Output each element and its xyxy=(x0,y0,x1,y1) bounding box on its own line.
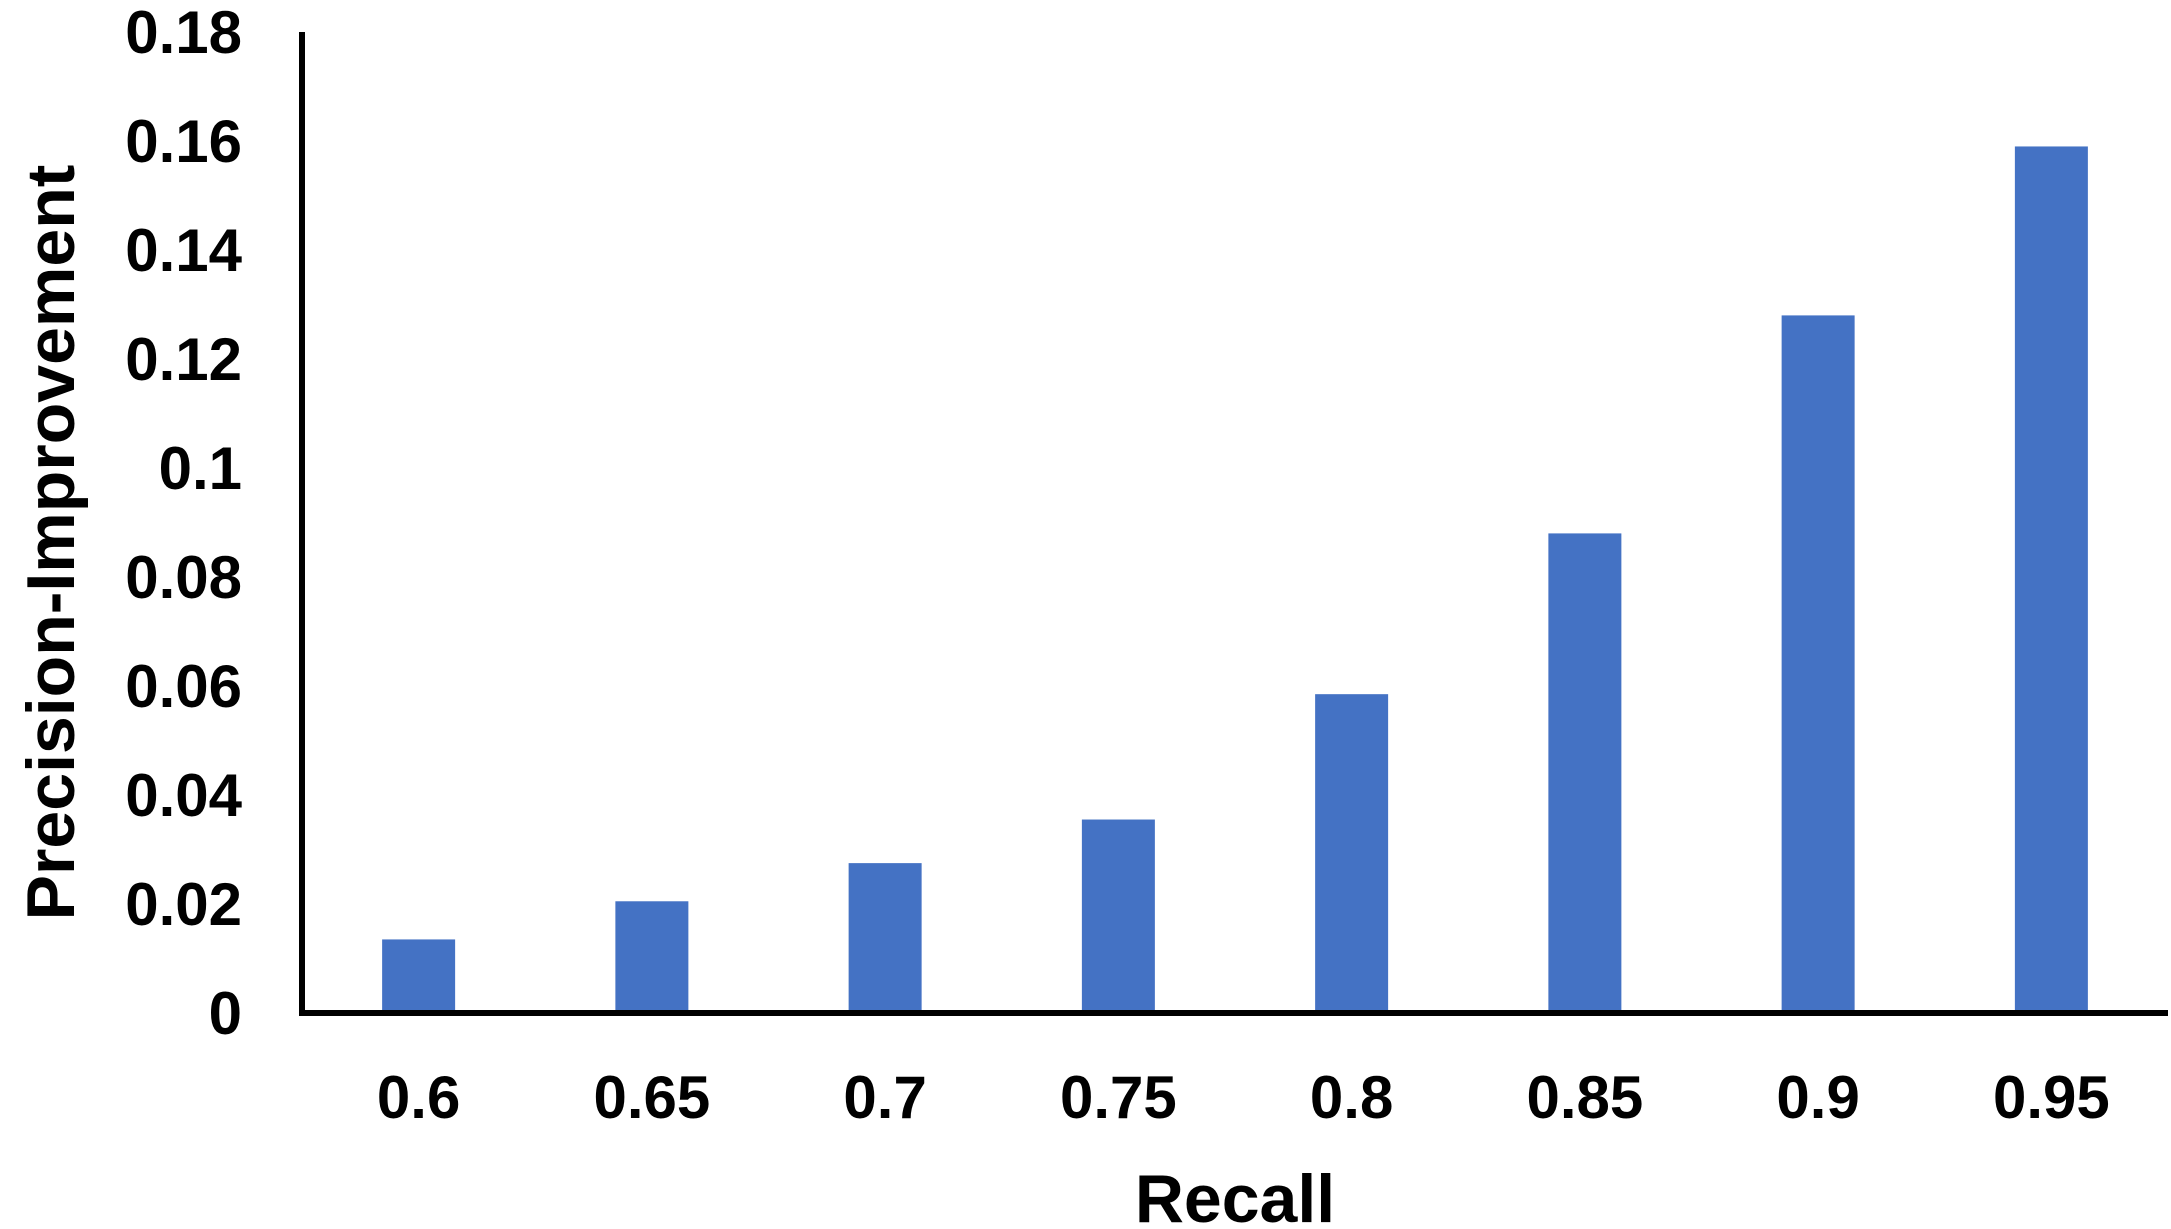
y-tick-label: 0.16 xyxy=(125,108,242,175)
x-tick-label: 0.65 xyxy=(593,1064,710,1131)
y-tick-label: 0.06 xyxy=(125,653,242,720)
x-tick-label: 0.9 xyxy=(1776,1064,1859,1131)
bars-group xyxy=(382,146,2088,1013)
y-tick-label: 0.02 xyxy=(125,871,242,938)
y-tick-label: 0.08 xyxy=(125,544,242,611)
x-tick-label: 0.7 xyxy=(843,1064,926,1131)
bar-0.6 xyxy=(382,939,456,1013)
x-tick-label: 0.8 xyxy=(1310,1064,1393,1131)
y-axis-title: Precision-Improvement xyxy=(13,165,89,921)
x-tick-label: 0.85 xyxy=(1526,1064,1643,1131)
y-tick-labels: 0 0.02 0.04 0.06 0.08 0.1 0.12 0.14 0.16 0.18 xyxy=(125,0,242,1047)
x-tick-label: 0.6 xyxy=(377,1064,460,1131)
bar-0.7 xyxy=(848,863,922,1013)
bar-0.95 xyxy=(2014,146,2088,1013)
bar-0.65 xyxy=(615,901,689,1013)
x-tick-label: 0.75 xyxy=(1060,1064,1177,1131)
y-tick-label: 0 xyxy=(209,980,242,1047)
x-tick-labels: 0.6 0.65 0.7 0.75 0.8 0.85 0.9 0.95 xyxy=(377,1064,2110,1131)
x-axis-title: Recall xyxy=(1135,1161,1335,1229)
bar-0.75 xyxy=(1081,819,1155,1013)
bar-0.85 xyxy=(1548,533,1622,1013)
y-tick-label: 0.12 xyxy=(125,326,242,393)
y-tick-label: 0.18 xyxy=(125,0,242,66)
y-tick-label: 0.04 xyxy=(125,762,242,829)
y-tick-label: 0.14 xyxy=(125,217,242,284)
bar-0.8 xyxy=(1315,694,1389,1013)
y-tick-label: 0.1 xyxy=(159,435,242,502)
bar-0.9 xyxy=(1781,315,1855,1013)
x-tick-label: 0.95 xyxy=(1993,1064,2110,1131)
